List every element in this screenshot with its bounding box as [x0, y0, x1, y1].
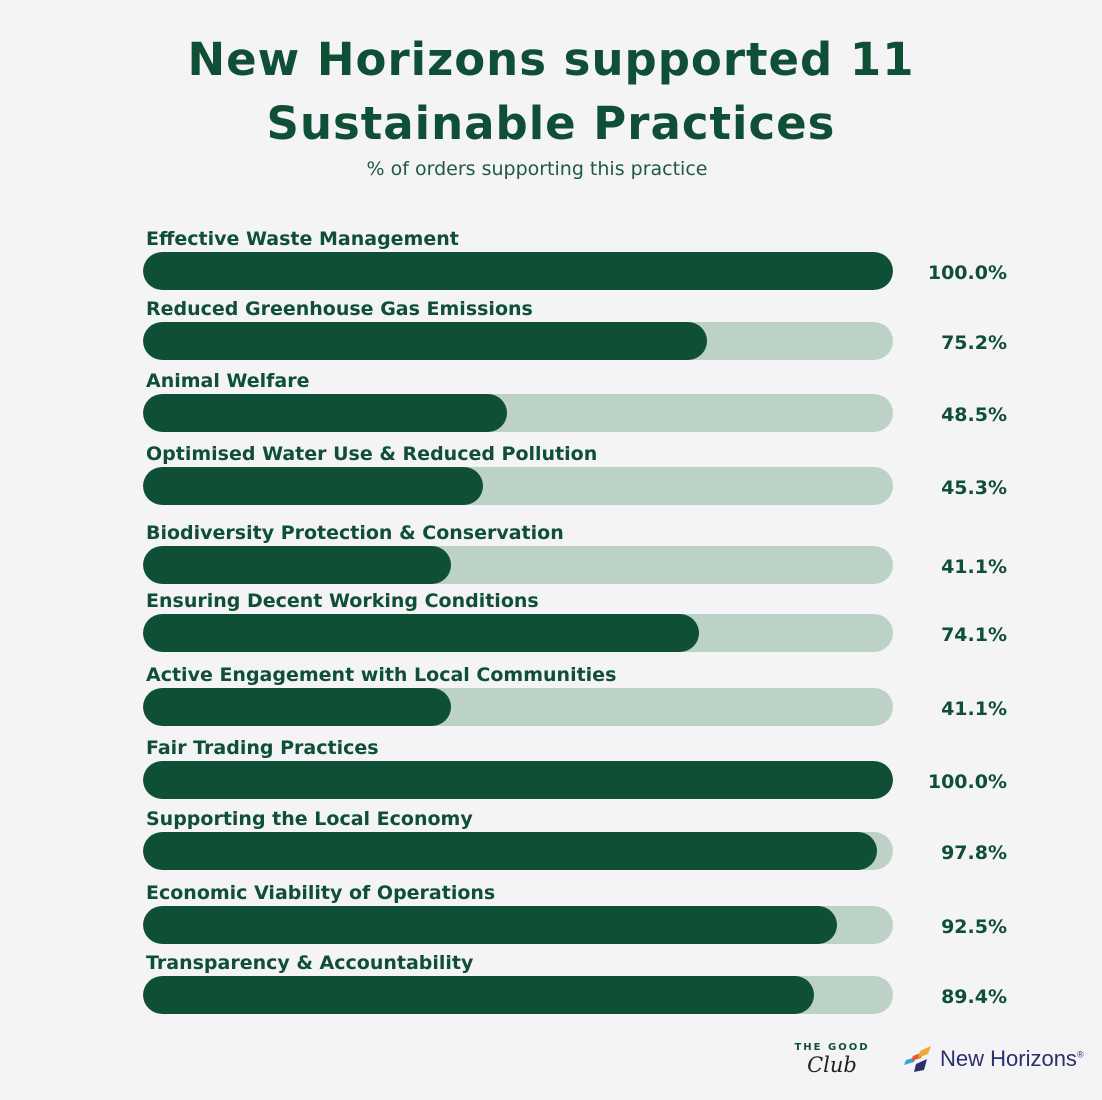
- the-good-club-logo: THE GOOD Club: [790, 1042, 874, 1082]
- chart-title: New Horizons supported 11 Sustainable Pr…: [0, 28, 1102, 156]
- bar-row: Transparency & Accountability 89.4%: [0, 952, 1102, 1024]
- bar-value-label: 41.1%: [941, 698, 1007, 720]
- bar-track: [143, 546, 893, 584]
- bar-value-label: 45.3%: [941, 477, 1007, 499]
- bar-fill: [143, 688, 451, 726]
- bar-row: Animal Welfare 48.5%: [0, 370, 1102, 442]
- bar-row: Active Engagement with Local Communities…: [0, 664, 1102, 736]
- the-good-club-logo-script: Club: [807, 1053, 857, 1077]
- bar-fill: [143, 394, 507, 432]
- bar-track: [143, 761, 893, 799]
- bar-fill: [143, 761, 893, 799]
- bar-row: Biodiversity Protection & Conservation 41…: [0, 522, 1102, 594]
- bar-track: [143, 688, 893, 726]
- bar-label: Supporting the Local Economy: [146, 808, 473, 830]
- new-horizons-logo: New Horizons®: [904, 1044, 1084, 1074]
- bar-track: [143, 467, 893, 505]
- bar-label: Transparency & Accountability: [146, 952, 474, 974]
- chart-subtitle: % of orders supporting this practice: [366, 158, 708, 180]
- bar-label: Ensuring Decent Working Conditions: [146, 590, 539, 612]
- bar-fill: [143, 976, 814, 1014]
- bar-label: Economic Viability of Operations: [146, 882, 496, 904]
- bar-label: Optimised Water Use & Reduced Pollution: [146, 443, 598, 465]
- bar-track: [143, 832, 893, 870]
- bar-label: Active Engagement with Local Communities: [146, 664, 617, 686]
- bar-fill: [143, 614, 699, 652]
- bar-row: Economic Viability of Operations 92.5%: [0, 882, 1102, 954]
- bar-value-label: 100.0%: [927, 771, 1007, 793]
- new-horizons-mark-icon: [904, 1046, 931, 1072]
- bar-track: [143, 906, 893, 944]
- bar-fill: [143, 906, 837, 944]
- bar-fill: [143, 322, 707, 360]
- bar-row: Optimised Water Use & Reduced Pollution 4…: [0, 443, 1102, 515]
- bar-fill: [143, 832, 877, 870]
- bar-track: [143, 252, 893, 290]
- bar-fill: [143, 546, 451, 584]
- bar-value-label: 92.5%: [941, 916, 1007, 938]
- bar-fill: [143, 252, 893, 290]
- bar-label: Biodiversity Protection & Conservation: [146, 522, 564, 544]
- bar-label: Fair Trading Practices: [146, 737, 379, 759]
- the-good-club-logo-top: THE GOOD: [794, 1042, 870, 1053]
- bar-value-label: 48.5%: [941, 404, 1007, 426]
- bar-value-label: 75.2%: [941, 332, 1007, 354]
- bar-row: Reduced Greenhouse Gas Emissions 75.2%: [0, 298, 1102, 370]
- new-horizons-logo-text: New Horizons®: [940, 1046, 1084, 1071]
- bar-track: [143, 394, 893, 432]
- bar-row: Fair Trading Practices 100.0%: [0, 737, 1102, 809]
- bar-track: [143, 976, 893, 1014]
- bar-value-label: 100.0%: [927, 262, 1007, 284]
- bar-label: Effective Waste Management: [146, 228, 459, 250]
- bar-value-label: 97.8%: [941, 842, 1007, 864]
- bar-fill: [143, 467, 483, 505]
- bar-row: Supporting the Local Economy 97.8%: [0, 808, 1102, 880]
- bar-row: Ensuring Decent Working Conditions 74.1%: [0, 590, 1102, 662]
- bar-label: Animal Welfare: [146, 370, 310, 392]
- bar-value-label: 41.1%: [941, 556, 1007, 578]
- bar-value-label: 89.4%: [941, 986, 1007, 1008]
- chart-title-line-1: New Horizons supported 11: [187, 33, 915, 86]
- bar-track: [143, 322, 893, 360]
- bar-label: Reduced Greenhouse Gas Emissions: [146, 298, 533, 320]
- bar-value-label: 74.1%: [941, 624, 1007, 646]
- chart-title-line-2: Sustainable Practices: [266, 97, 836, 150]
- bar-row: Effective Waste Management 100.0%: [0, 228, 1102, 300]
- bar-track: [143, 614, 893, 652]
